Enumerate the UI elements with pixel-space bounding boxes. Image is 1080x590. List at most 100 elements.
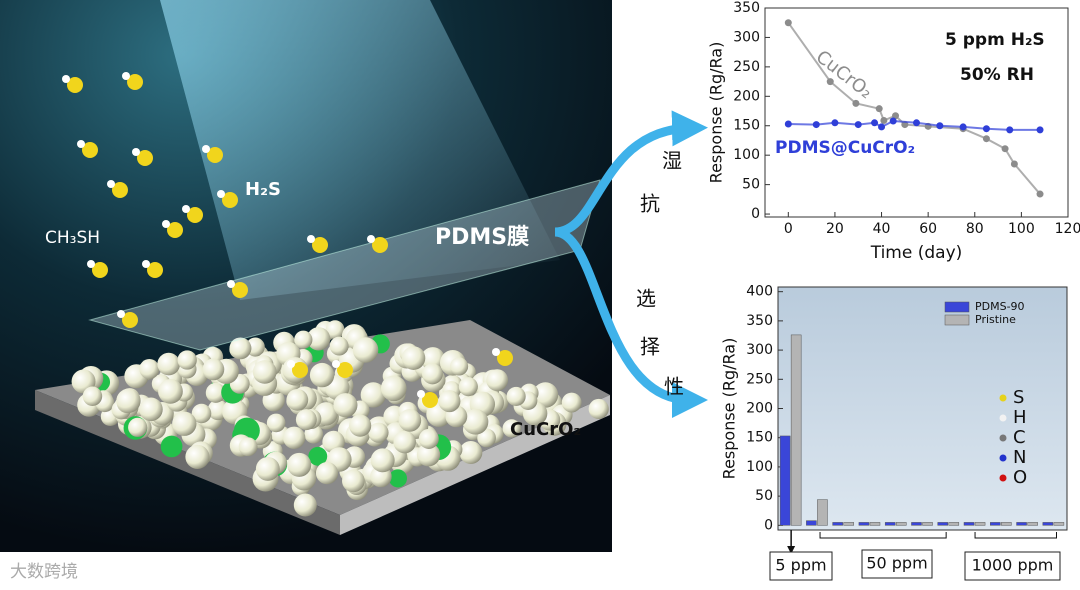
particle [393,430,417,454]
particle [325,320,345,340]
bar [974,522,986,526]
particle [306,327,331,351]
data-point [936,122,944,130]
particle [157,352,181,376]
data-point [889,117,897,125]
particle [283,426,306,449]
data-point [982,135,990,143]
particle [462,408,489,435]
particle [202,358,225,381]
particle [139,359,160,380]
bar [1001,522,1012,526]
y-tick-label: 150 [733,118,760,134]
side-label: 性 [664,375,684,399]
particle [229,337,252,360]
molecules [62,72,513,408]
hydrogen-atom [117,310,125,318]
plot-background [778,287,1067,530]
side-label: 抗 [640,192,660,216]
watermark: 大数跨境 [10,562,78,582]
pointer-head [787,546,796,554]
hydrogen-atom [417,390,425,398]
particle [295,409,317,431]
x-tick-label: 40 [873,221,891,237]
x-tick-label: 20 [826,221,844,237]
sulfur-atom [147,262,163,278]
hydrogen-atom [332,360,340,368]
particle [287,452,312,477]
data-point [784,19,792,27]
sulfur-atom [497,350,513,366]
particle [459,440,483,465]
y-tick-label: 300 [746,342,773,358]
hydrogen-atom [142,260,150,268]
bar [911,522,922,526]
plot-frame [764,7,1069,218]
bar [779,435,791,526]
hydrogen-atom [367,235,375,243]
bar [806,520,817,526]
hydrogen-atom [492,348,500,356]
y-tick-label: 250 [733,59,760,75]
sulfur-atom [187,207,203,223]
bracket [819,532,947,539]
y-tick-label: 100 [733,147,760,163]
y-tick-label: 50 [742,177,760,193]
particle [420,347,445,371]
sulfur-atom [167,222,183,238]
data-point [959,123,967,131]
data-point [826,78,834,86]
particle [172,411,197,436]
group-label-box [964,551,1061,581]
particle [139,397,163,422]
hydrogen-atom [307,235,315,243]
particle [82,386,103,406]
bar [963,522,975,526]
bar [1027,522,1038,526]
arrow-down [554,227,708,418]
legend-label: Pristine [975,313,1016,326]
particle [286,388,309,411]
bar [937,522,949,526]
y-tick-label: 350 [733,0,760,16]
data-point [1036,190,1044,198]
ch3sh-label: CH₃SH [45,228,100,248]
particle [116,388,141,413]
bar [832,522,843,526]
particle [477,428,496,448]
y-tick-label: 0 [751,206,760,222]
bar [843,522,854,526]
element-label: O [1013,467,1027,488]
particle [308,446,328,466]
element-dot [999,414,1007,422]
arrow-up [554,110,708,237]
legend-swatch [944,314,970,326]
y-tick-label: 100 [746,459,773,475]
element-dot [999,394,1007,402]
x-tick-label: 60 [919,221,937,237]
data-point [831,119,839,127]
chart-subtitle: 50% RH [960,65,1034,85]
substrate-label: CuCrO₂ [510,419,581,440]
y-tick-label: 400 [746,284,773,300]
group-label: 5 ppm [775,556,826,575]
data-point [880,116,888,124]
y-tick-label: 350 [746,313,773,329]
hydrogen-atom [217,190,225,198]
x-axis-label: Time (day) [870,243,963,263]
bar [1042,522,1054,526]
hydrogen-atom [202,145,210,153]
particle [160,435,183,458]
particle [532,382,559,408]
y-tick-label: 300 [733,29,760,45]
particle [416,443,441,467]
bar [948,522,960,526]
sulfur-atom [372,237,388,253]
particle [370,448,395,473]
group-label: 50 ppm [866,554,927,573]
data-point [1006,126,1014,134]
bar [790,334,802,526]
hydrogen-atom [62,75,70,83]
sulfur-atom [67,77,83,93]
sulfur-atom [127,74,143,90]
